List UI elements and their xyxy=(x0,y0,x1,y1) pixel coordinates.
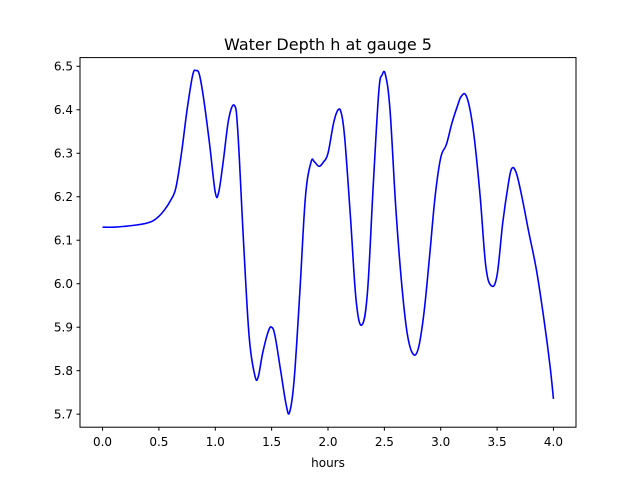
y-tick-label: 6.5 xyxy=(54,60,73,74)
y-tick-label: 6.2 xyxy=(54,190,73,204)
y-tick-label: 5.8 xyxy=(54,364,73,378)
y-tick-label: 6.4 xyxy=(54,103,73,117)
y-tick-label: 6.3 xyxy=(54,147,73,161)
series-line-0 xyxy=(102,69,555,415)
x-tick-label: 4.0 xyxy=(544,435,563,449)
x-tick-label: 1.5 xyxy=(262,435,281,449)
chart-title: Water Depth h at gauge 5 xyxy=(224,35,432,54)
x-tick-label: 3.0 xyxy=(431,435,450,449)
x-tick-label: 0.5 xyxy=(149,435,168,449)
y-tick-label: 5.9 xyxy=(54,320,73,334)
x-axis-ticks: 0.0 0.5 1.0 1.5 2.0 2.5 3.0 3.5 4.0 xyxy=(93,427,563,449)
plot-area xyxy=(102,69,555,415)
y-axis-ticks: 5.7 5.8 5.9 6.0 6.1 6.2 6.3 6.4 6.5 xyxy=(54,60,80,421)
x-tick-label: 2.0 xyxy=(318,435,337,449)
plot-frame xyxy=(79,57,577,428)
y-tick-label: 5.7 xyxy=(54,407,73,421)
x-tick-label: 1.0 xyxy=(206,435,225,449)
y-tick-label: 6.1 xyxy=(54,234,73,248)
x-axis-label: hours xyxy=(311,456,345,470)
y-tick-label: 6.0 xyxy=(54,277,73,291)
x-tick-label: 2.5 xyxy=(375,435,394,449)
x-tick-label: 3.5 xyxy=(488,435,507,449)
x-tick-label: 0.0 xyxy=(93,435,112,449)
